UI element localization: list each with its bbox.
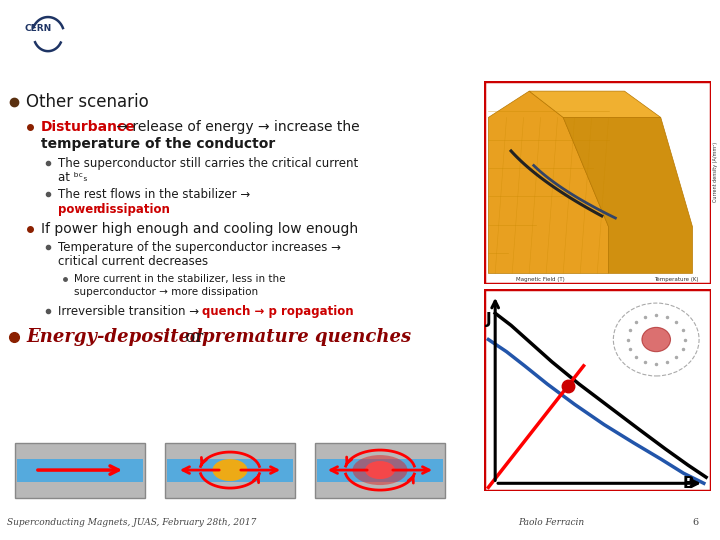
Text: dissipation: dissipation xyxy=(93,203,170,216)
Text: Quench: Quench xyxy=(315,12,405,32)
Text: superconductor → more dissipation: superconductor → more dissipation xyxy=(74,287,258,298)
Circle shape xyxy=(20,7,76,63)
Text: If power high enough and cooling low enough: If power high enough and cooling low eno… xyxy=(41,222,358,237)
Text: critical current decreases: critical current decreases xyxy=(58,255,208,268)
Text: quench → p ropagation: quench → p ropagation xyxy=(202,305,354,318)
Ellipse shape xyxy=(212,459,248,481)
Text: premature quenches: premature quenches xyxy=(202,328,411,347)
Text: Magnetic Field (T): Magnetic Field (T) xyxy=(516,278,565,282)
Text: Superconducting Magnets, JUAS, February 28th, 2017: Superconducting Magnets, JUAS, February … xyxy=(7,518,256,526)
Text: Other scenario: Other scenario xyxy=(26,93,149,111)
Text: at ᵇᶜₛ: at ᵇᶜₛ xyxy=(58,171,88,184)
Text: temperature of the conductor: temperature of the conductor xyxy=(41,137,275,151)
Polygon shape xyxy=(529,91,661,118)
Polygon shape xyxy=(563,118,693,273)
FancyBboxPatch shape xyxy=(15,443,145,497)
Polygon shape xyxy=(488,91,608,273)
Text: Definitions: Definitions xyxy=(305,41,415,59)
Text: → release of energy → increase the: → release of energy → increase the xyxy=(112,120,359,134)
Text: Paolo Ferracin: Paolo Ferracin xyxy=(518,518,585,526)
Text: Disturbance: Disturbance xyxy=(41,120,136,134)
Text: More current in the stabilizer, less in the: More current in the stabilizer, less in … xyxy=(74,274,286,285)
Text: J: J xyxy=(486,312,492,327)
Text: power: power xyxy=(58,203,99,216)
Text: B: B xyxy=(682,476,694,491)
Text: The superconductor still carries the critical current: The superconductor still carries the cri… xyxy=(58,157,359,170)
Text: or: or xyxy=(180,329,209,346)
FancyBboxPatch shape xyxy=(165,443,295,497)
Text: Temperature (K): Temperature (K) xyxy=(654,278,699,282)
Text: CERN: CERN xyxy=(24,24,52,32)
Bar xyxy=(17,458,143,482)
Bar xyxy=(167,458,293,482)
Text: Irreversible transition →: Irreversible transition → xyxy=(58,305,203,318)
Text: Temperature of the superconductor increases →: Temperature of the superconductor increa… xyxy=(58,241,341,254)
Bar xyxy=(317,458,443,482)
Ellipse shape xyxy=(353,455,408,485)
Text: Current density (A/mm²): Current density (A/mm²) xyxy=(713,142,718,202)
Text: Energy-deposited: Energy-deposited xyxy=(26,328,203,347)
Text: The rest flows in the stabilizer →: The rest flows in the stabilizer → xyxy=(58,188,254,201)
Ellipse shape xyxy=(365,461,395,479)
FancyBboxPatch shape xyxy=(315,443,445,497)
Text: 6: 6 xyxy=(692,518,698,526)
